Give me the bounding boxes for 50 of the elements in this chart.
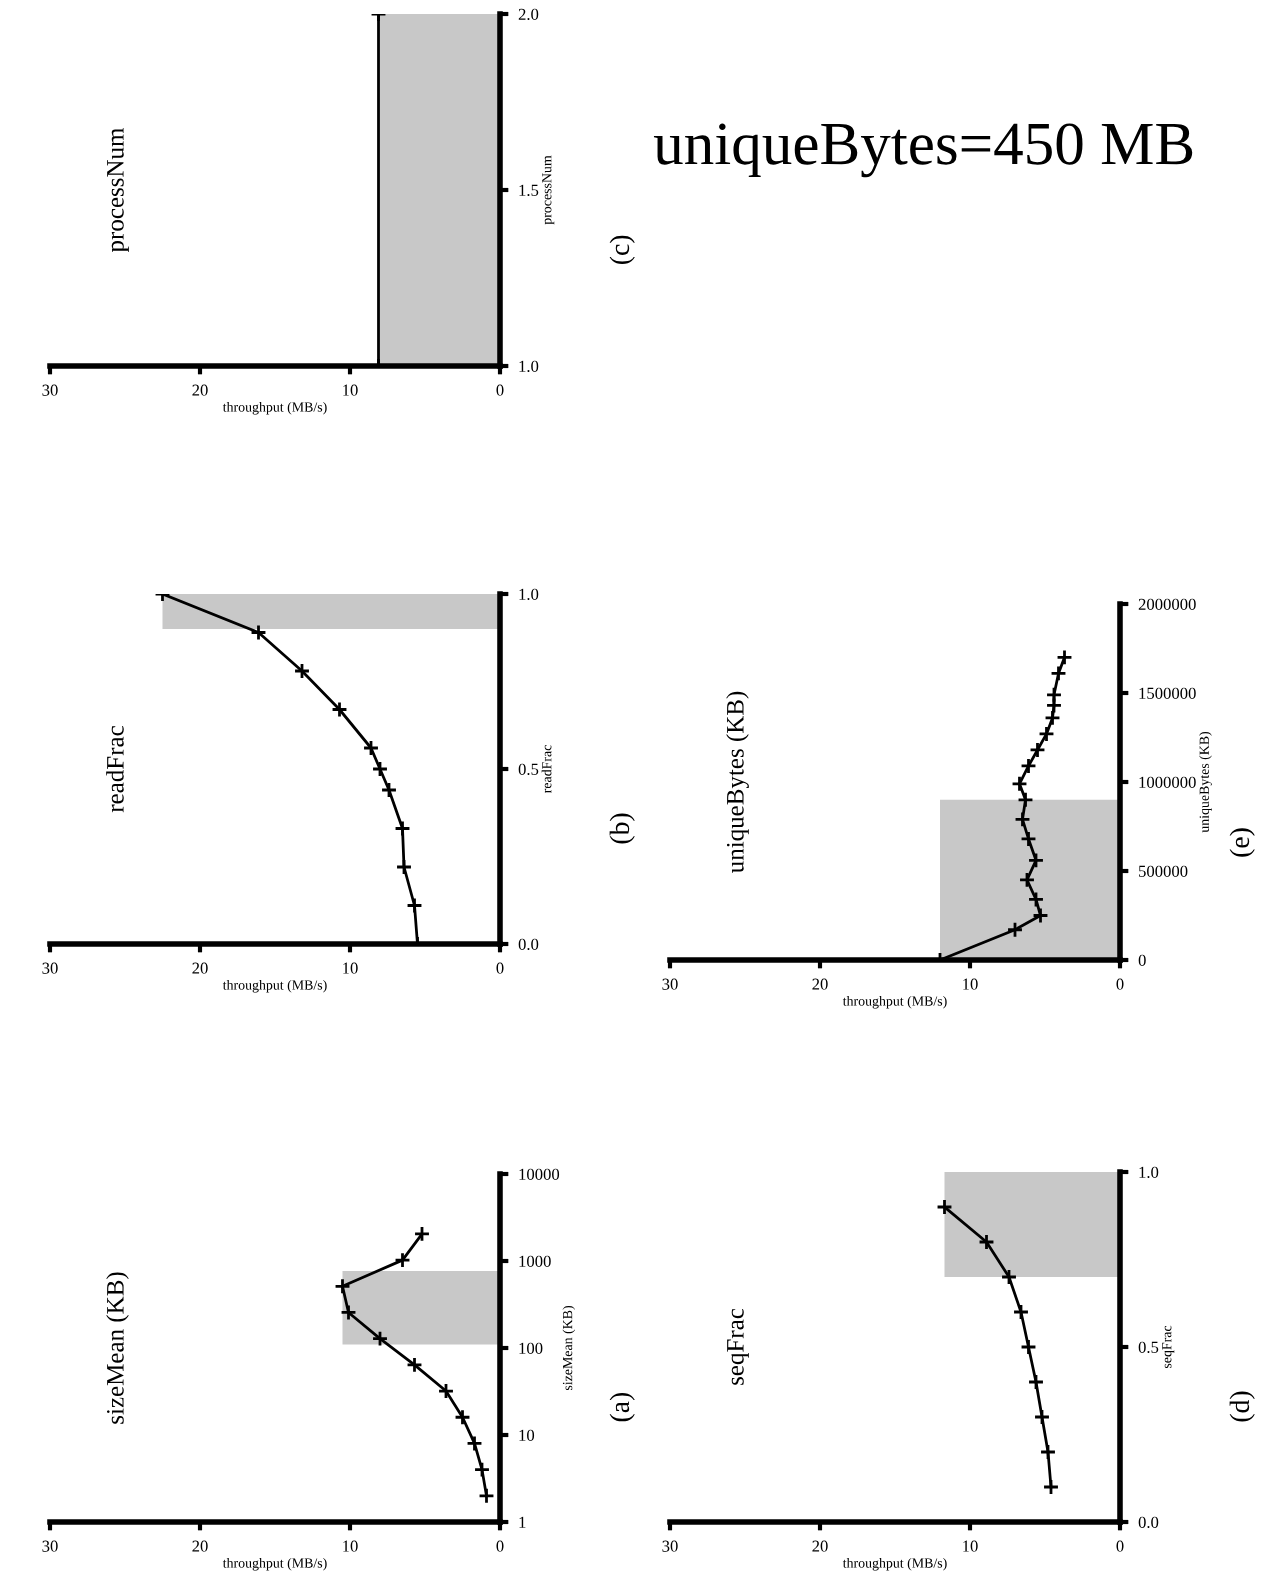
y-tick-label: 10000 (519, 1168, 560, 1180)
text: (c) (609, 235, 635, 265)
y-tick-label: 0.0 (518, 938, 539, 951)
x-tick-label: 20 (812, 978, 828, 990)
x-tick-label: 30 (662, 1540, 678, 1552)
y-tick-label: 1000000 (1139, 776, 1196, 788)
y-tick-label: 1.0 (1139, 1166, 1159, 1179)
x-tick-label: 0 (1116, 1540, 1124, 1552)
x-tick-label: 10 (343, 1540, 358, 1552)
y-tick-label: 0 (1138, 954, 1146, 966)
y-tick-label: 2000000 (1138, 598, 1196, 610)
text: (b) (609, 813, 635, 844)
text: uniqueBytes (KB) (726, 691, 749, 873)
x-tick-label: 0 (1116, 978, 1124, 990)
x-tick-label: 30 (662, 978, 678, 990)
text: sizeMean (KB) (106, 1272, 129, 1424)
x-tick-label: 20 (192, 962, 208, 974)
x-tick-label: 0 (496, 962, 504, 974)
y-tick-label: 1.0 (519, 588, 539, 601)
y-tick-label: 1 (519, 1516, 526, 1528)
x-tick-label: 30 (42, 384, 58, 396)
x-tick-label: 20 (192, 384, 208, 396)
x-tick-label: 30 (42, 962, 58, 974)
x-tick-label: 10 (963, 1540, 978, 1552)
x-tick-label: 0 (496, 1540, 504, 1552)
text: uniqueBytes=450 MB (653, 123, 1193, 178)
y-tick-label: 10 (519, 1429, 535, 1441)
y-tick-label: 0.0 (1138, 1516, 1159, 1529)
y-tick-label: 1.0 (519, 360, 539, 373)
text: (a) (609, 1392, 635, 1422)
x-tick-label: 20 (812, 1540, 828, 1552)
y-tick-label: 1000 (519, 1255, 551, 1267)
text: (d) (1229, 1391, 1255, 1422)
x-tick-label: 10 (343, 962, 358, 974)
text: readFrac (106, 726, 124, 813)
y-tick-label: 0.5 (1138, 1341, 1159, 1354)
y-tick-label: 1.5 (519, 184, 539, 197)
y-tick-label: 0.5 (518, 763, 539, 776)
x-tick-label: 10 (963, 978, 978, 990)
y-tick-label: 1500000 (1139, 687, 1196, 699)
y-tick-label: 2.0 (518, 8, 539, 21)
x-tick-label: 10 (343, 384, 358, 396)
text: seqFrac (727, 1308, 749, 1385)
x-tick-label: 20 (192, 1540, 208, 1552)
x-tick-label: 0 (496, 384, 504, 396)
text: processNum (107, 127, 129, 253)
text: (e) (1229, 828, 1255, 857)
y-tick-label: 500000 (1139, 865, 1188, 877)
x-tick-label: 30 (42, 1540, 58, 1552)
y-tick-label: 100 (519, 1342, 543, 1354)
